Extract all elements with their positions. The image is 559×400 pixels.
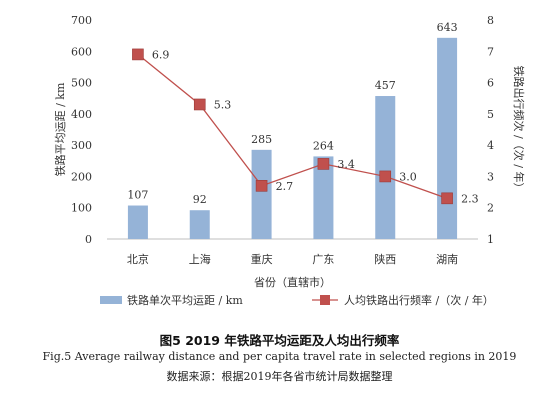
line-marker <box>193 98 206 111</box>
right-axis-tick-label: 2 <box>487 202 494 215</box>
x-axis-category-label: 陕西 <box>374 252 396 266</box>
bar-series <box>127 37 458 239</box>
x-axis-category-label: 北京 <box>127 252 149 266</box>
bar <box>375 96 396 239</box>
right-axis-tick-label: 8 <box>487 14 494 27</box>
bar-value-label: 264 <box>313 139 334 152</box>
bar <box>437 37 458 239</box>
line-marker <box>132 48 144 61</box>
bar-value-label: 643 <box>437 21 458 34</box>
x-axis-title: 省份（直辖市） <box>254 275 331 289</box>
figure-title: 图5 2019 年铁路平均运距及人均出行频率 <box>159 333 400 348</box>
figure-caption-english: Fig.5 Average railway distance and per c… <box>42 350 517 363</box>
x-axis-category-label: 重庆 <box>251 252 273 266</box>
bar <box>127 205 148 239</box>
left-axis-tick-label: 700 <box>71 14 92 27</box>
right-axis-tick-label: 4 <box>487 139 494 152</box>
line-series <box>132 48 453 205</box>
bar-value-label: 107 <box>127 189 148 202</box>
line-value-label: 5.3 <box>214 98 232 111</box>
legend-line-label: 人均铁路出行频率 /（次 / 年） <box>344 293 494 307</box>
line-value-label: 3.4 <box>337 158 355 171</box>
bar-value-label: 92 <box>193 193 207 206</box>
right-axis-tick-label: 6 <box>487 77 494 90</box>
legend-bar-swatch <box>100 296 122 304</box>
left-axis-tick-label: 0 <box>85 233 92 246</box>
right-axis-tick-label: 1 <box>487 233 494 246</box>
legend-marker-swatch <box>320 295 330 305</box>
line-value-label: 3.0 <box>399 170 417 183</box>
bar <box>313 156 334 239</box>
legend: 铁路单次平均运距 / km 人均铁路出行频率 /（次 / 年） <box>100 293 494 307</box>
line-value-label: 2.7 <box>276 180 294 193</box>
legend-bar-label: 铁路单次平均运距 / km <box>127 293 243 307</box>
line-value-label: 6.9 <box>152 48 170 61</box>
x-axis-category-label: 广东 <box>312 253 334 266</box>
series-line <box>137 53 448 199</box>
left-axis-tick-label: 600 <box>71 45 92 58</box>
bar-value-label: 457 <box>375 79 396 92</box>
left-axis-tick-label: 300 <box>71 139 92 152</box>
left-axis-tick-label: 500 <box>71 77 92 90</box>
line-value-label: 2.3 <box>461 192 479 205</box>
left-axis-tick-label: 100 <box>71 202 92 215</box>
left-axis-tick-label: 200 <box>71 170 92 183</box>
right-axis-title: 铁路出行频次 /（次 / 年） <box>512 66 526 194</box>
right-axis-tick-label: 3 <box>487 170 494 183</box>
left-axis-title: 铁路平均运距 / km <box>54 82 67 176</box>
line-marker <box>379 170 392 183</box>
right-axis-tick-label: 5 <box>487 108 494 121</box>
left-axis-tick-label: 400 <box>71 108 92 121</box>
line-value-labels: 6.9 5.3 2.7 3.4 3.0 2.3 <box>152 48 479 205</box>
bar-value-labels: 107 92 285 264 457 643 <box>127 21 457 206</box>
line-marker <box>317 158 330 170</box>
chart-axes: 0 100 200 300 400 500 600 700 1 2 3 4 5 6 7 8 北京 上海 重庆 广东 陕西… <box>54 14 526 289</box>
line-marker <box>255 180 268 192</box>
bar <box>189 210 210 239</box>
bar-value-label: 285 <box>251 133 272 146</box>
combo-chart: 0 100 200 300 400 500 600 700 1 2 3 4 5 6 7 8 北京 上海 重庆 广东 陕西… <box>54 14 526 307</box>
line-marker <box>441 192 453 205</box>
x-axis-category-label: 上海 <box>189 252 211 266</box>
x-axis-category-label: 湖南 <box>436 253 458 266</box>
data-source-note: 数据来源：根据2019年各省市统计局数据整理 <box>166 370 393 383</box>
bar <box>251 149 272 239</box>
right-axis-tick-label: 7 <box>487 45 494 58</box>
